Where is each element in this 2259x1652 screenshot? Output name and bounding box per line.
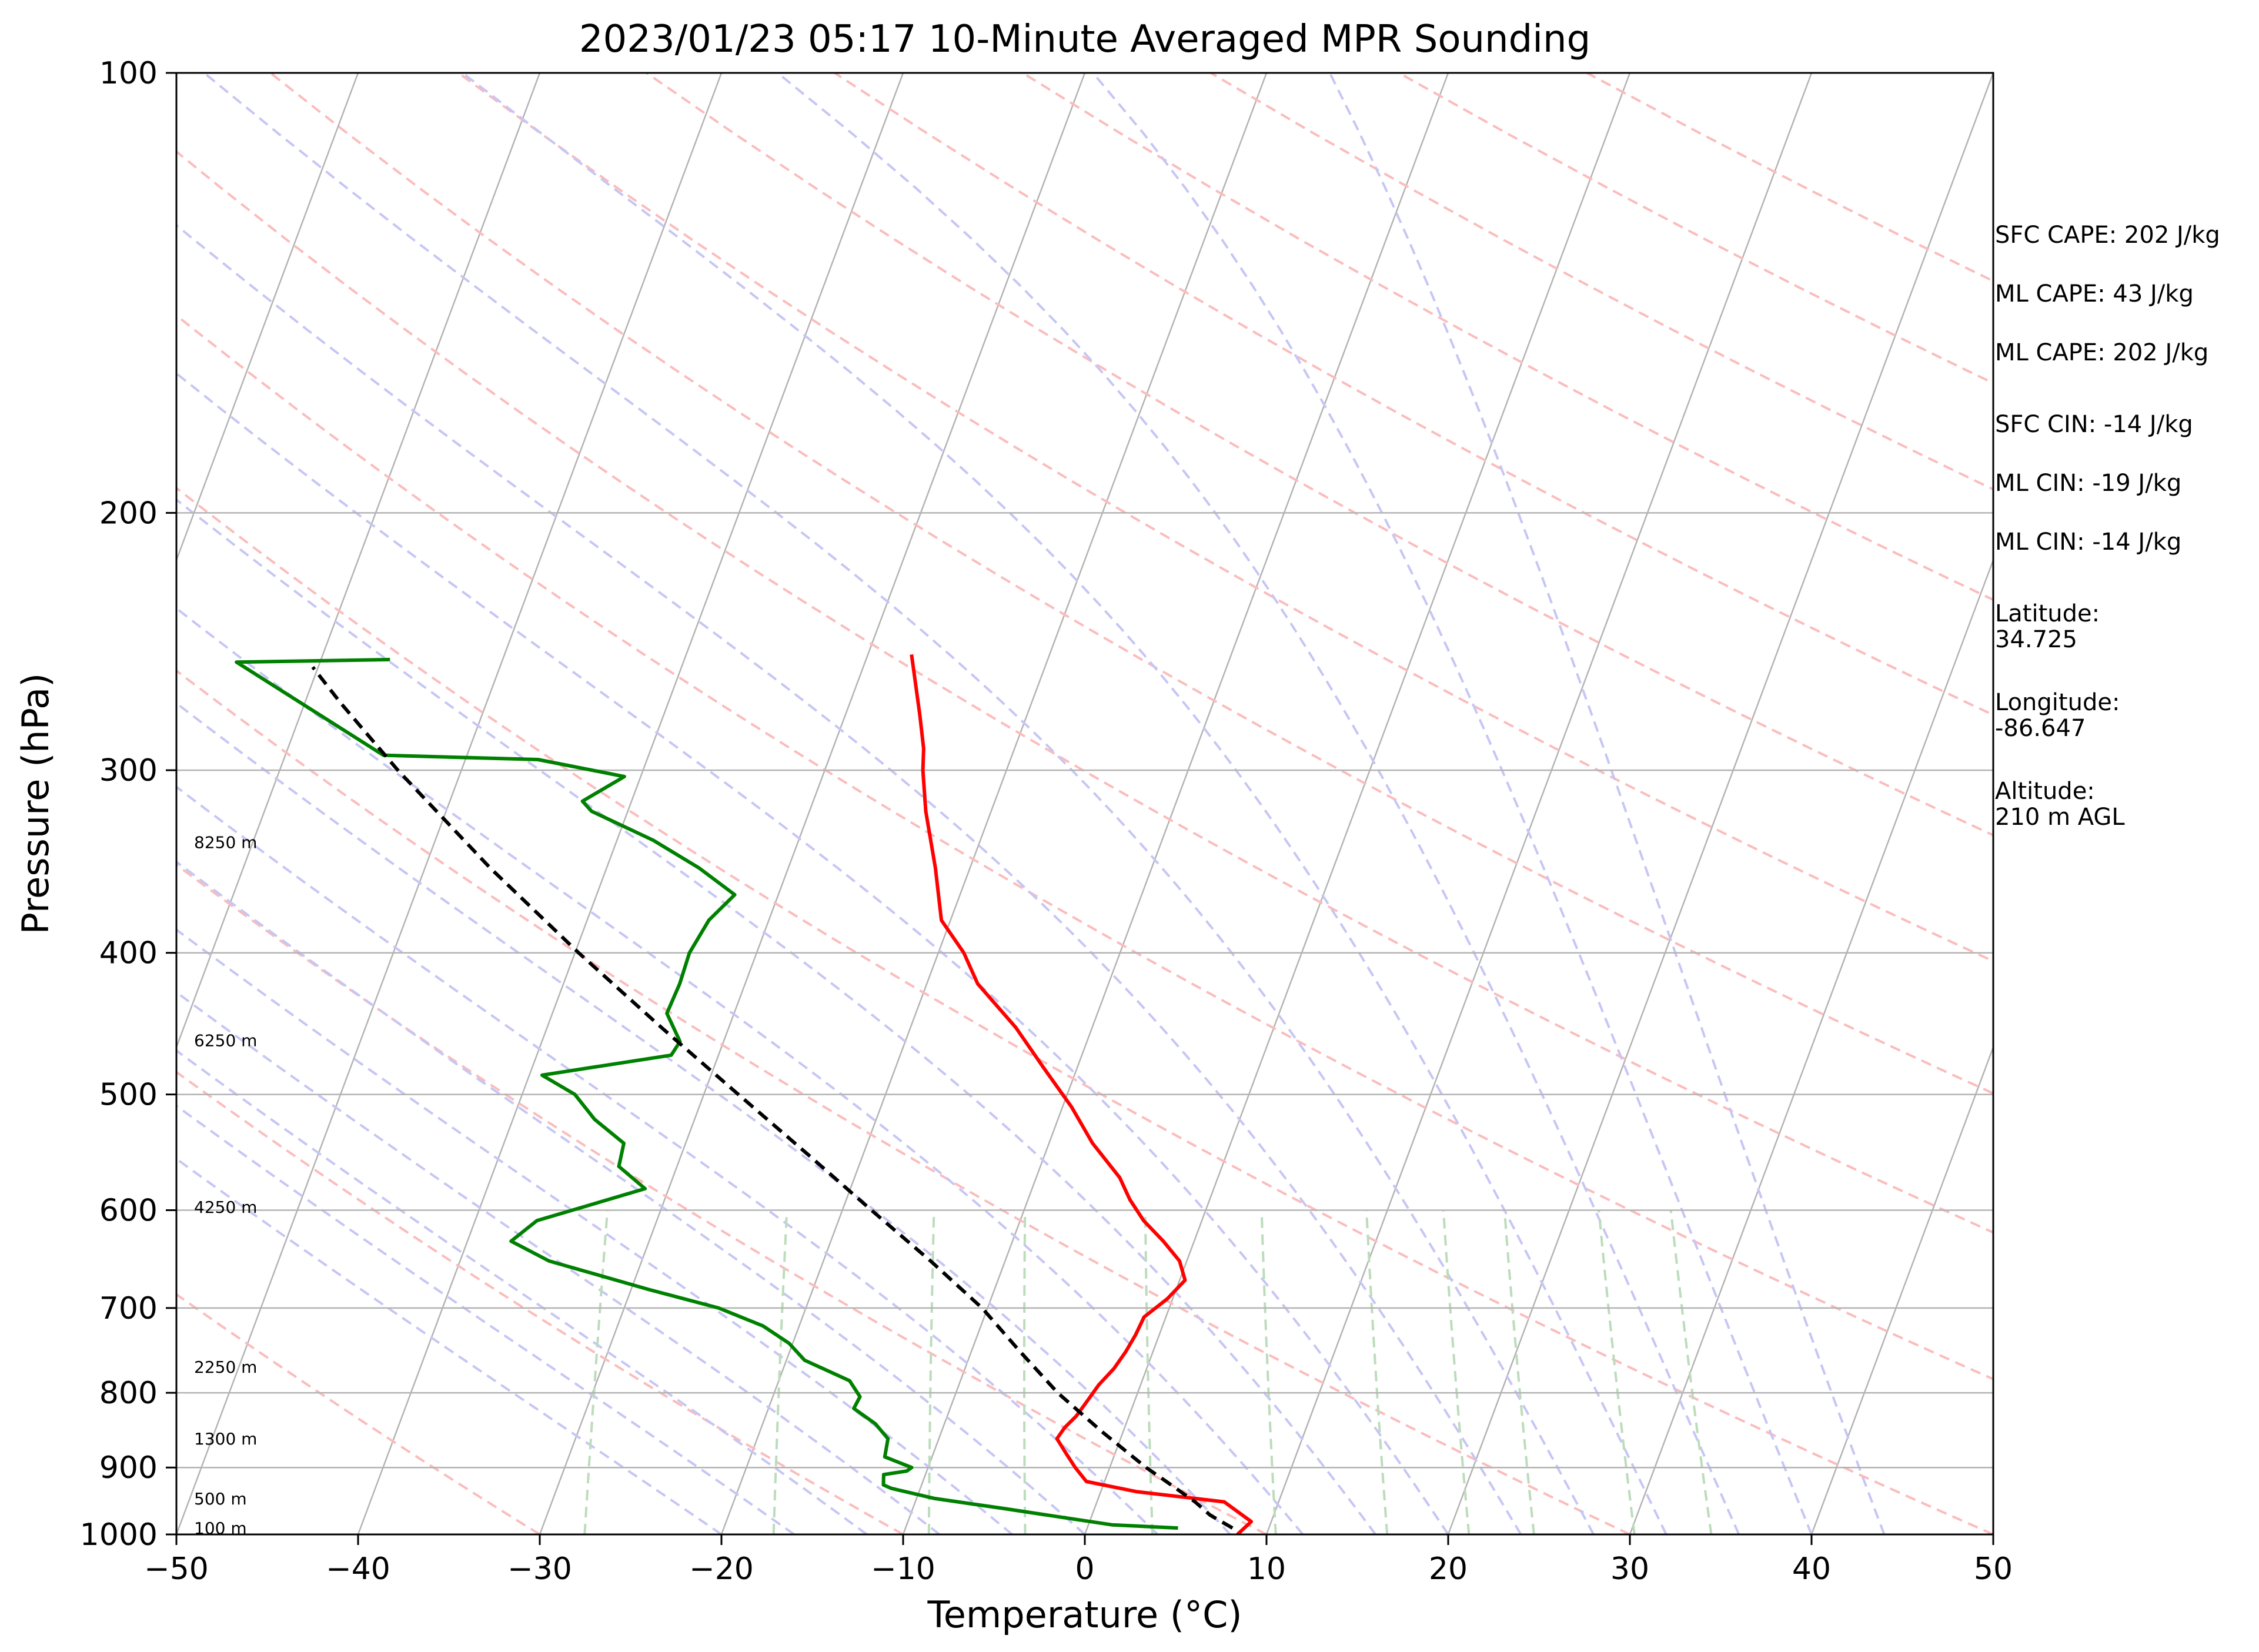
isotherm-line [357,73,904,1534]
height-label: 4250 m [194,1198,257,1217]
moist-adiabat-line [176,860,1086,1534]
series-line-3 [311,666,1234,1530]
mixing-ratio-line [583,1210,609,1534]
y-tick-label: 200 [99,496,158,531]
isotherm-line [176,73,541,1049]
x-tick-label: 10 [1247,1551,1286,1587]
moist-adiabat-line [1328,73,1886,1534]
mixing-ratio-line [1023,1210,1027,1534]
moist-adiabat-line [176,223,1522,1534]
x-tick-label: 0 [1075,1551,1094,1587]
dry-adiabat-line [646,73,1993,837]
reference-lines [176,73,1993,1534]
y-tick-label: 500 [99,1078,158,1113]
y-tick-label: 800 [99,1376,158,1411]
isotherm-line [1084,73,1631,1534]
chart-title: 2023/01/23 05:17 10-Minute Averaged MPR … [579,18,1590,61]
dry-adiabat-line [176,486,1993,1534]
side-info-line: 210 m AGL [1995,804,2125,831]
x-tick-label: −50 [144,1551,209,1587]
dry-adiabat-line [457,73,1993,963]
isotherm-line [176,73,359,563]
dry-adiabat-line [176,150,1993,1234]
side-info-line: Longitude: [1995,689,2120,716]
y-tick-label: 700 [99,1291,158,1326]
height-label: 500 m [194,1489,247,1509]
side-info-line: -86.647 [1995,715,2086,742]
mixing-ratio-line [772,1210,788,1534]
y-tick-label: 900 [99,1450,158,1486]
moist-adiabat-line [176,1049,868,1534]
isotherm-line [539,73,1086,1534]
isotherm-line [1810,1045,1993,1534]
dry-adiabat-line [176,1293,541,1534]
side-info-line: ML CIN: -19 J/kg [1995,470,2181,497]
x-tick-label: −30 [507,1551,572,1587]
series-line-2 [235,657,1178,1530]
isotherm-line [1629,558,1993,1534]
side-panel: SFC CAPE: 202 J/kg ML CAPE: 43 J/kg ML CAP… [1995,222,2220,831]
data-series [235,654,1254,1534]
y-tick-label: 600 [99,1193,158,1228]
height-label: 1300 m [194,1429,257,1449]
x-tick-label: 40 [1792,1551,1831,1587]
grid [176,73,1993,1534]
moist-adiabat-line [462,73,1667,1534]
height-labels: 100 m 500 m 1300 m 2250 m 4250 m 6250 m 8250 m [194,832,257,1538]
y-tick-label: 1000 [80,1517,158,1553]
mixing-ratio-line [1144,1210,1154,1534]
y-axis: 100 200 300 400 500 600 700 800 900 1000 [80,56,176,1553]
side-info-line: Latitude: [1995,600,2100,627]
dry-adiabat-line [176,313,1993,1381]
isotherm-line [1447,73,1993,1534]
moist-adiabat-line [176,372,1449,1534]
moist-adiabat-line [176,701,1231,1534]
side-info-line: ML CAPE: 43 J/kg [1995,280,2194,307]
x-tick-label: 30 [1610,1551,1649,1587]
side-info-line: SFC CIN: -14 J/kg [1995,411,2193,438]
side-info-line: Altitude: [1995,778,2095,805]
moist-adiabat-line [777,73,1740,1534]
mixing-ratio-line [1598,1210,1636,1534]
mixing-ratio-line [927,1210,935,1534]
x-tick-label: 50 [1974,1551,2013,1587]
moist-adiabat-line [203,73,1595,1534]
height-label: 8250 m [194,832,257,852]
isotherm-line [720,73,1268,1534]
isotherm-line [1265,73,1813,1534]
y-tick-label: 100 [99,56,158,91]
side-info-line: 34.725 [1995,626,2077,653]
mixing-ratio-line [1365,1210,1389,1534]
side-info-line: SFC CAPE: 202 J/kg [1995,222,2220,249]
x-tick-label: −10 [871,1551,935,1587]
moist-adiabat-line [176,498,1377,1534]
mixing-ratio-line [1260,1210,1277,1534]
x-axis: −50 −40 −30 −20 −10 0 10 20 30 40 50 [144,1534,2013,1587]
height-label: 6250 m [194,1031,257,1050]
dry-adiabat-line [269,73,1993,1095]
x-tick-label: −40 [326,1551,390,1587]
y-axis-label: Pressure (hPa) [14,673,57,935]
side-info-line: ML CAPE: 202 J/kg [1995,339,2208,366]
series-line-1 [910,654,1254,1534]
moist-adiabat-line [176,991,941,1534]
y-tick-label: 300 [99,753,158,788]
x-tick-label: 20 [1429,1551,1468,1587]
isotherm-line [176,73,723,1534]
dry-adiabat-line [176,863,1267,1534]
x-tick-label: −20 [689,1551,754,1587]
moist-adiabat-line [176,1104,795,1534]
side-info-line: ML CIN: -14 J/kg [1995,529,2181,556]
height-label: 100 m [194,1519,247,1538]
height-label: 2250 m [194,1357,257,1377]
moist-adiabat-line [1092,73,1813,1534]
isotherm-line [902,73,1449,1534]
moist-adiabat-line [176,607,1304,1534]
moist-adiabat-line [176,785,1159,1534]
x-axis-label: Temperature (°C) [927,1593,1242,1636]
y-tick-label: 400 [99,936,158,971]
mixing-ratio-line [1442,1210,1471,1534]
